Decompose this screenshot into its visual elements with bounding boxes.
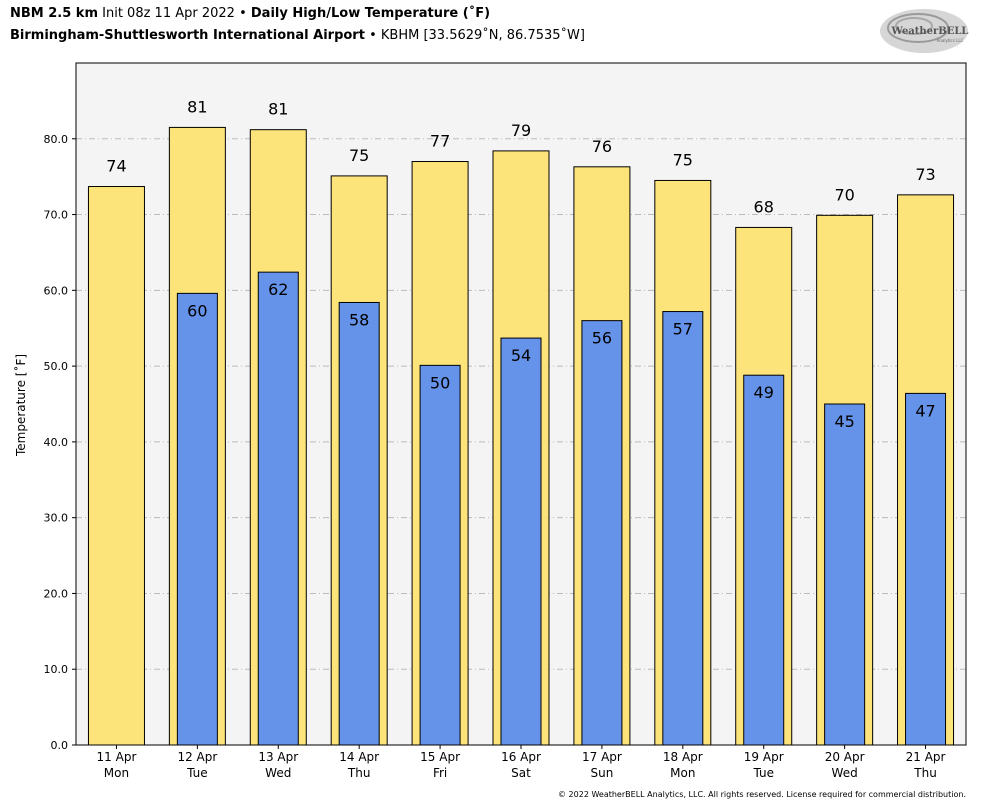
- logo-text: WeatherBELL: [891, 26, 969, 37]
- high-temp-label: 70: [834, 185, 854, 204]
- y-tick-label: 30.0: [44, 512, 69, 525]
- x-tick-label-date: 20 Apr: [825, 750, 865, 764]
- x-tick-label-day: Tue: [752, 766, 774, 780]
- x-tick-label-day: Sun: [590, 766, 613, 780]
- low-temp-label: 49: [754, 383, 774, 402]
- x-tick-label-day: Mon: [104, 766, 129, 780]
- x-tick-label-date: 11 Apr: [97, 750, 137, 764]
- high-temp-label: 79: [511, 121, 531, 140]
- high-temp-label: 74: [106, 157, 126, 176]
- y-tick-label: 80.0: [44, 133, 69, 146]
- x-tick-label-day: Sat: [511, 766, 531, 780]
- low-temp-bar: [500, 337, 542, 746]
- separator: •: [234, 6, 251, 21]
- low-temp-bar: [905, 392, 947, 746]
- low-temp-bar: [338, 301, 380, 746]
- low-temp-bar: [662, 311, 704, 746]
- low-temp-label: 60: [187, 301, 207, 320]
- x-tick-label-day: Fri: [433, 766, 447, 780]
- high-temp-bar: [87, 186, 145, 746]
- high-temp-label: 76: [592, 137, 612, 156]
- model-name: NBM 2.5 km: [10, 6, 98, 21]
- high-temp-label: 73: [915, 165, 935, 184]
- x-tick-label-day: Thu: [913, 766, 937, 780]
- low-temp-label: 54: [511, 346, 531, 365]
- x-tick-label-day: Mon: [670, 766, 695, 780]
- x-tick-label-day: Wed: [832, 766, 858, 780]
- x-tick-label-date: 19 Apr: [744, 750, 784, 764]
- y-tick-label: 0.0: [51, 739, 69, 752]
- separator: •: [364, 28, 381, 43]
- high-temp-label: 77: [430, 132, 450, 151]
- low-temp-bar: [581, 320, 623, 746]
- low-temp-bar: [824, 403, 866, 746]
- title-line-1: NBM 2.5 km Init 08z 11 Apr 2022 • Daily …: [10, 6, 490, 21]
- logo-subtext: Analytics LLC: [937, 38, 964, 43]
- low-temp-label: 45: [834, 412, 854, 431]
- x-tick-label-date: 21 Apr: [906, 750, 946, 764]
- y-tick-label: 10.0: [44, 663, 69, 676]
- y-tick-label: 70.0: [44, 209, 69, 222]
- station-coords: KBHM [33.5629˚N, 86.7535˚W]: [380, 28, 585, 43]
- high-temp-label: 68: [754, 197, 774, 216]
- low-temp-label: 56: [592, 329, 612, 348]
- low-temp-label: 57: [673, 320, 693, 339]
- x-tick-label-date: 17 Apr: [582, 750, 622, 764]
- low-temp-bar: [743, 374, 785, 746]
- x-tick-label-date: 18 Apr: [663, 750, 703, 764]
- x-tick-label-date: 14 Apr: [339, 750, 379, 764]
- plot-frame: [75, 62, 967, 746]
- x-tick-label-day: Thu: [347, 766, 371, 780]
- low-temp-label: 50: [430, 373, 450, 392]
- y-tick-label: 40.0: [44, 436, 69, 449]
- x-tick-label-date: 15 Apr: [420, 750, 460, 764]
- title-line-2: Birmingham-Shuttlesworth International A…: [10, 28, 585, 43]
- low-temp-label: 47: [915, 401, 935, 420]
- y-tick-label: 20.0: [44, 587, 69, 600]
- low-temp-bar: [257, 271, 299, 746]
- x-tick-label-date: 12 Apr: [177, 750, 217, 764]
- high-temp-label: 75: [349, 146, 369, 165]
- init-time: Init 08z 11 Apr 2022: [102, 6, 235, 21]
- weatherbell-logo: WeatherBELL Analytics LLC: [880, 9, 969, 53]
- x-tick-label-day: Wed: [265, 766, 291, 780]
- x-tick-label-day: Tue: [186, 766, 208, 780]
- high-temp-label: 81: [187, 97, 207, 116]
- y-axis-label: Temperature [˚F]: [13, 354, 28, 457]
- high-temp-label: 81: [268, 100, 288, 119]
- low-temp-label: 62: [268, 280, 288, 299]
- y-tick-label: 50.0: [44, 360, 69, 373]
- product-title: Daily High/Low Temperature (˚F): [250, 6, 491, 21]
- low-temp-bar: [176, 292, 218, 746]
- x-tick-label-date: 13 Apr: [258, 750, 298, 764]
- low-temp-bar: [419, 364, 461, 746]
- low-temp-label: 58: [349, 310, 369, 329]
- high-temp-label: 75: [673, 150, 693, 169]
- x-tick-label-date: 16 Apr: [501, 750, 541, 764]
- station-name: Birmingham-Shuttlesworth International A…: [10, 28, 365, 43]
- y-tick-label: 60.0: [44, 284, 69, 297]
- copyright-footer: © 2022 WeatherBELL Analytics, LLC. All r…: [558, 790, 966, 799]
